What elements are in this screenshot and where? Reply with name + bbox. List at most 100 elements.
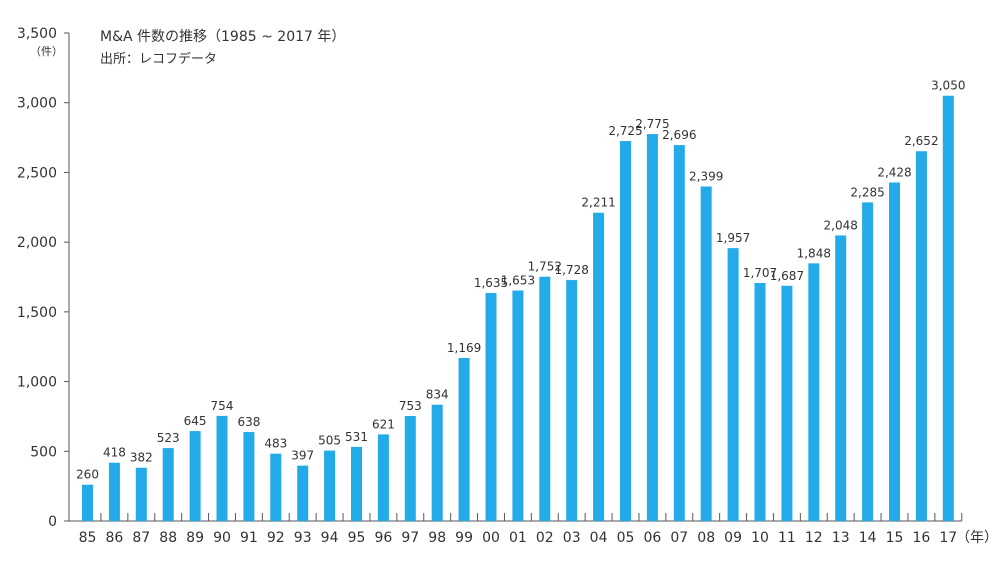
y-ticks: 0 500 1,000 1,500 2,000 2,500 3,000 3,500 [17, 26, 69, 530]
bar [458, 358, 470, 521]
data-label: 260 [76, 468, 99, 482]
bar [216, 415, 228, 521]
x-tick-label: 96 [374, 530, 392, 546]
bar [915, 151, 927, 522]
data-label: 1,728 [555, 263, 589, 277]
data-label: 1,653 [501, 274, 535, 288]
x-tick-label: 97 [401, 530, 419, 546]
data-label: 2,652 [904, 134, 938, 148]
bar [700, 186, 712, 521]
bar [593, 212, 605, 521]
y-tick-label: 500 [30, 444, 57, 460]
x-tick-label: 92 [267, 530, 285, 546]
data-label: 1,169 [447, 341, 481, 355]
y-tick-label: 0 [48, 514, 57, 530]
data-label: 2,428 [877, 165, 911, 179]
x-tick-label: 02 [536, 530, 554, 546]
bar [485, 293, 497, 521]
x-tick-label: 13 [832, 530, 850, 546]
bar [135, 467, 147, 521]
bar [162, 448, 174, 521]
data-label: 2,285 [850, 185, 884, 199]
bar [324, 450, 336, 521]
x-tick-label: 89 [186, 530, 204, 546]
x-tick-label: 09 [724, 530, 742, 546]
y-tick-label: 2,500 [17, 165, 57, 181]
bar [889, 182, 900, 522]
x-tick-label: 17 [939, 530, 957, 546]
bar [942, 95, 954, 521]
data-label: 754 [211, 399, 234, 413]
y-unit-label: （件） [30, 45, 63, 58]
data-label: 1,848 [797, 246, 831, 260]
bar [835, 235, 847, 521]
data-label: 483 [264, 437, 287, 451]
x-tick-label: 86 [105, 530, 123, 546]
bar [270, 453, 282, 521]
y-tick-label: 1,000 [17, 375, 57, 391]
data-label: 834 [426, 388, 449, 402]
bar [404, 416, 416, 521]
y-tick-label: 2,000 [17, 235, 57, 251]
data-label: 531 [345, 430, 368, 444]
y-tick-label: 3,500 [17, 26, 57, 42]
data-label: 382 [130, 451, 153, 465]
data-label: 621 [372, 417, 395, 431]
bar [82, 484, 93, 521]
bar [566, 280, 578, 521]
data-label: 1,635 [474, 276, 508, 290]
x-tick-label: 00 [482, 530, 500, 546]
bar [862, 202, 874, 522]
data-label: 2,211 [581, 196, 615, 210]
data-label: 2,696 [662, 128, 696, 142]
y-tick-label: 1,500 [17, 305, 57, 321]
data-label: 753 [399, 399, 422, 413]
x-tick-label: 10 [751, 530, 769, 546]
bar [620, 141, 631, 522]
bar [673, 145, 685, 521]
bar [189, 431, 201, 521]
x-tick-label: 05 [617, 530, 635, 546]
data-label: 1,957 [716, 231, 750, 245]
bar [512, 290, 524, 521]
data-label: 1,707 [743, 266, 777, 280]
data-label: 638 [237, 415, 260, 429]
data-label: 418 [103, 446, 126, 460]
x-tick-label: 99 [455, 530, 473, 546]
x-tick-label: 98 [428, 530, 446, 546]
chart-title: M&A 件数の推移（1985 ~ 2017 年） [100, 29, 345, 45]
x-tick-label: 03 [563, 530, 581, 546]
data-label: 2,048 [824, 218, 858, 232]
data-label: 505 [318, 434, 341, 448]
x-tick-label: 95 [348, 530, 366, 546]
x-tick-label: 14 [859, 530, 877, 546]
x-tick-label: 11 [778, 530, 796, 546]
x-tick-label: 90 [213, 530, 231, 546]
x-unit-label: （年） [956, 530, 998, 546]
x-tick-label: 94 [321, 530, 339, 546]
y-tick-label: 3,000 [17, 96, 57, 112]
bar [808, 263, 820, 521]
x-tick-label: 06 [643, 530, 661, 546]
bar [377, 434, 389, 521]
x-tick-label: 16 [912, 530, 930, 546]
data-label: 2,775 [635, 117, 669, 131]
x-tick-label: 88 [159, 530, 177, 546]
x-tick-label: 08 [697, 530, 715, 546]
x-tick-label: 93 [294, 530, 312, 546]
x-tick-label: 85 [79, 530, 97, 546]
x-tick-label: 01 [509, 530, 527, 546]
bar [539, 276, 551, 521]
data-label: 523 [157, 431, 180, 445]
x-tick-label: 07 [670, 530, 688, 546]
x-tick-label: 87 [132, 530, 150, 546]
bar [431, 404, 443, 521]
x-tick-label: 12 [805, 530, 823, 546]
bar [108, 462, 120, 521]
chart-source: 出所：レコフデータ [100, 51, 217, 67]
bar [351, 446, 362, 521]
data-label: 2,725 [608, 124, 642, 138]
bar [727, 248, 739, 521]
